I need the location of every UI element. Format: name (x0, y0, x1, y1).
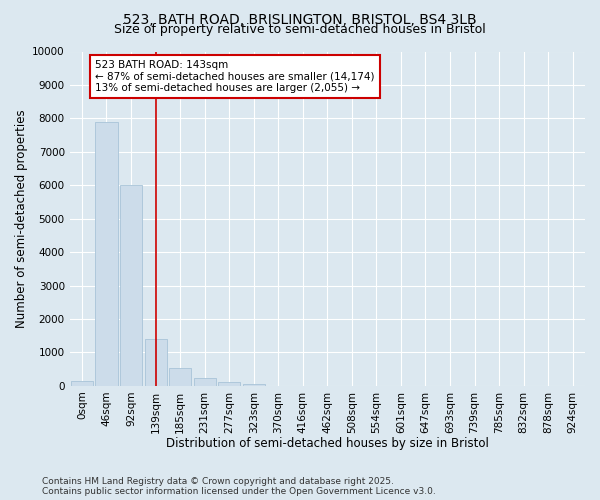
Text: Size of property relative to semi-detached houses in Bristol: Size of property relative to semi-detach… (114, 22, 486, 36)
Bar (242, 384, 265, 386)
Text: 523 BATH ROAD: 143sqm
← 87% of semi-detached houses are smaller (14,174)
13% of : 523 BATH ROAD: 143sqm ← 87% of semi-deta… (95, 60, 375, 93)
Bar (71, 381, 93, 386)
Bar (120, 185, 142, 386)
Bar (95, 122, 118, 386)
X-axis label: Distribution of semi-detached houses by size in Bristol: Distribution of semi-detached houses by … (166, 437, 489, 450)
Bar (169, 368, 191, 386)
Y-axis label: Number of semi-detached properties: Number of semi-detached properties (15, 110, 28, 328)
Bar (218, 382, 240, 386)
Text: 523, BATH ROAD, BRISLINGTON, BRISTOL, BS4 3LB: 523, BATH ROAD, BRISLINGTON, BRISTOL, BS… (123, 12, 477, 26)
Bar (145, 339, 167, 386)
Text: Contains HM Land Registry data © Crown copyright and database right 2025.
Contai: Contains HM Land Registry data © Crown c… (42, 476, 436, 496)
Bar (194, 378, 215, 386)
